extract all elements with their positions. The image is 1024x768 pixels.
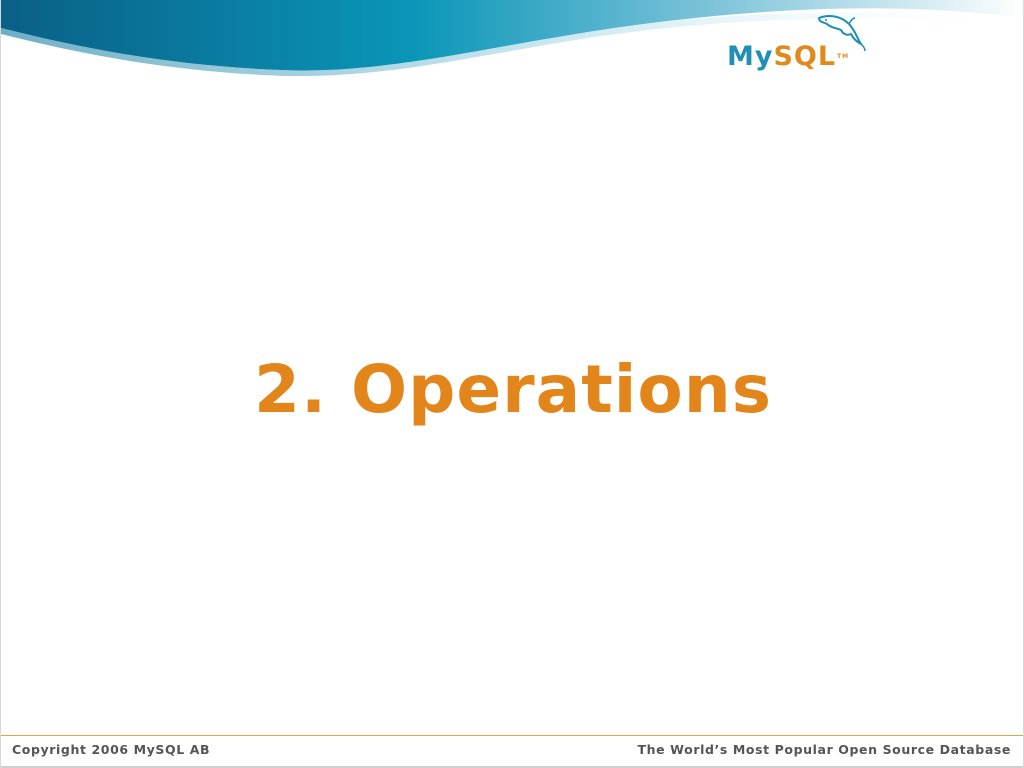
header-wave-banner (1, 0, 1023, 77)
footer-divider (1, 735, 1023, 736)
mysql-logo: MySQLTM (727, 12, 867, 74)
logo-sql-text: SQL (773, 41, 837, 72)
bottom-border (1, 766, 1023, 768)
dolphin-icon (817, 15, 866, 52)
footer-tagline: The World’s Most Popular Open Source Dat… (637, 742, 1011, 757)
slide-title: 2. Operations (254, 351, 772, 428)
logo-tm-mark: TM (837, 53, 850, 60)
logo-my-text: My (727, 41, 774, 72)
footer-copyright: Copyright 2006 MySQL AB (12, 742, 211, 757)
